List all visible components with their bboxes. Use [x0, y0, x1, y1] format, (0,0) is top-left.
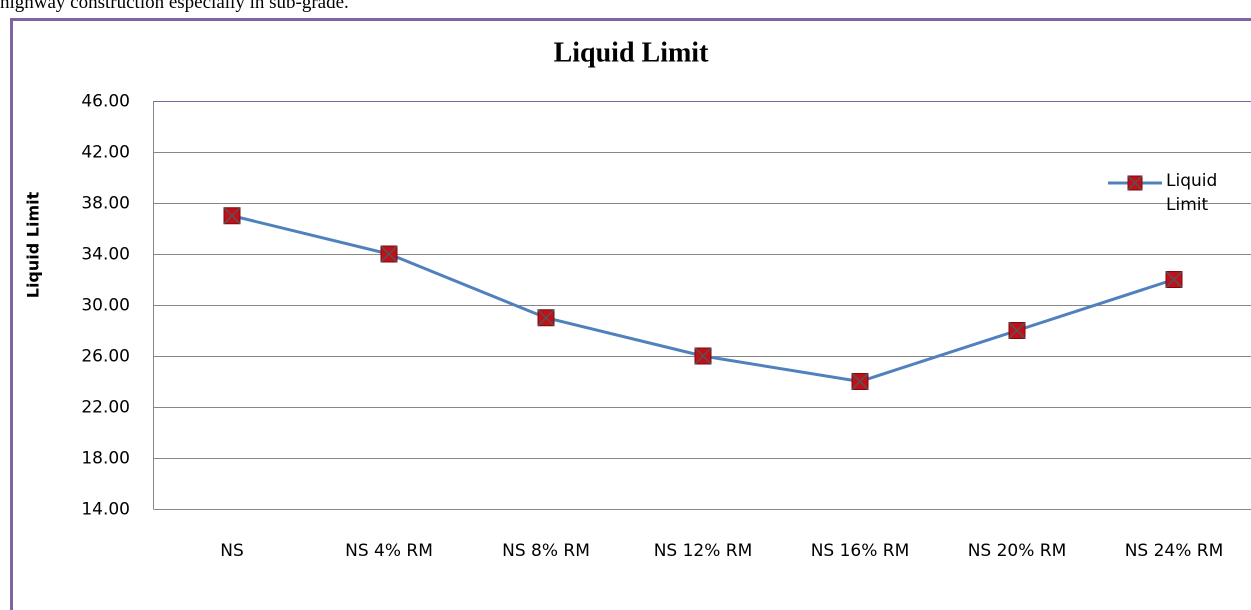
y-tick-label: 22.00 — [81, 398, 130, 418]
y-tick-label: 38.00 — [81, 194, 130, 214]
x-tick-label: NS 20% RM — [968, 541, 1067, 561]
y-tick-label: 14.00 — [81, 500, 130, 520]
marker-cross — [380, 245, 398, 263]
legend-label: Liquid Limit — [1166, 171, 1218, 215]
x-tick-label: NS 4% RM — [345, 541, 433, 561]
marker-cross — [537, 309, 555, 327]
data-point — [380, 245, 398, 263]
x-tick-label: NS 16% RM — [811, 541, 910, 561]
y-tick-label: 30.00 — [81, 296, 130, 316]
data-point — [223, 207, 241, 225]
chart-title: Liquid Limit — [554, 37, 710, 68]
data-point — [1008, 321, 1026, 340]
data-point — [851, 372, 869, 391]
legend: Liquid Limit — [1166, 171, 1218, 215]
marker-cross — [1008, 321, 1026, 340]
data-point — [537, 309, 555, 327]
marker-cross — [851, 372, 869, 391]
y-tick-label: 46.00 — [81, 92, 130, 112]
data-point — [1165, 270, 1183, 289]
x-tick-label: NS 12% RM — [654, 541, 753, 561]
chart-frame — [10, 18, 1251, 610]
y-tick-label: 18.00 — [81, 449, 130, 469]
y-tick-label: 26.00 — [81, 347, 130, 367]
x-tick-label: NS — [220, 541, 244, 561]
y-tick-label: 34.00 — [81, 245, 130, 265]
x-tick-label: NS 8% RM — [502, 541, 590, 561]
marker-cross — [694, 347, 712, 365]
marker-cross — [1165, 270, 1183, 289]
y-axis-label: Liquid Limit — [24, 191, 43, 298]
marker-cross — [223, 207, 241, 225]
y-tick-label: 42.00 — [81, 143, 130, 163]
context-text: highway construction especially in sub-g… — [0, 0, 349, 13]
x-tick-label: NS 24% RM — [1125, 541, 1224, 561]
legend-marker-cross — [1127, 175, 1143, 191]
data-point — [694, 347, 712, 365]
